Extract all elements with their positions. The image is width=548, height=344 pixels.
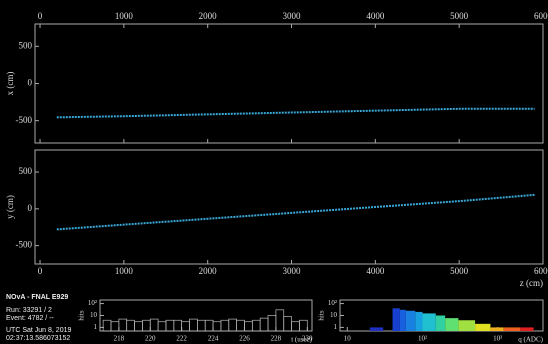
x-tick-label: 1000 bbox=[115, 266, 134, 276]
hist-bar bbox=[415, 312, 422, 331]
hist-bar bbox=[370, 327, 383, 331]
panel-frame bbox=[100, 300, 312, 331]
hist-bar bbox=[504, 327, 521, 331]
y-tick-label: 10 bbox=[90, 311, 98, 319]
x-axis-label: t (usec) bbox=[291, 336, 312, 344]
x-tick-label: 3000 bbox=[283, 11, 302, 21]
event-display: NOvA - FNAL E929 Run: 33291 / 2 Event: 4… bbox=[0, 0, 548, 344]
x-tick-label: 4000 bbox=[366, 11, 385, 21]
x-tick-label: 0 bbox=[38, 11, 43, 21]
x-tick-label: 2000 bbox=[199, 266, 218, 276]
x-tick-label: 226 bbox=[239, 335, 250, 343]
y-tick-label: 1 bbox=[94, 323, 98, 331]
x-axis-label: q (ADC) bbox=[518, 336, 543, 344]
x-tick-label: 5000 bbox=[450, 266, 469, 276]
hist-bar bbox=[406, 311, 415, 331]
info-event: Event: 4782 / -- bbox=[6, 315, 55, 322]
panel-frame bbox=[35, 150, 543, 264]
y-tick-label: 10² bbox=[88, 299, 97, 307]
page: NOvA - FNAL E929 Run: 33291 / 2 Event: 4… bbox=[0, 0, 548, 344]
y-axis-label: y (cm) bbox=[5, 195, 15, 219]
info-run: Run: 33291 / 2 bbox=[6, 307, 52, 314]
info-date: UTC Sat Jun 8, 2019 bbox=[6, 327, 71, 334]
x-tick-label: 5000 bbox=[450, 11, 469, 21]
y-tick-label: 500 bbox=[19, 40, 33, 50]
x-tick-label: 2000 bbox=[199, 11, 218, 21]
x-tick-label: 10² bbox=[418, 335, 427, 343]
x-tick-label: 224 bbox=[208, 335, 219, 343]
x-axis-label: z (cm) bbox=[520, 278, 543, 288]
y-tick-label: 10² bbox=[328, 299, 337, 307]
x-tick-label: 220 bbox=[145, 335, 156, 343]
x-tick-label: 3000 bbox=[283, 266, 302, 276]
y-tick-label: 0 bbox=[28, 78, 33, 88]
y-tick-label: -500 bbox=[16, 115, 33, 125]
panel-frame bbox=[35, 24, 543, 143]
x-tick-label: 222 bbox=[176, 335, 187, 343]
y-axis-label: x (cm) bbox=[5, 72, 15, 96]
y-tick-label: 0 bbox=[28, 203, 33, 213]
x-tick-label: 4000 bbox=[366, 266, 385, 276]
x-tick-label: 228 bbox=[271, 335, 282, 343]
x-tick-label: 6000 bbox=[534, 11, 548, 21]
hist-bar bbox=[400, 310, 406, 331]
x-tick-label: 10 bbox=[344, 335, 352, 343]
x-tick-label: 0 bbox=[38, 266, 43, 276]
y-tick-label: 10 bbox=[330, 311, 338, 319]
hist-bar bbox=[458, 320, 475, 331]
x-tick-label: 1000 bbox=[115, 11, 134, 21]
hist-bar bbox=[436, 316, 445, 332]
y-axis-label: hits bbox=[78, 310, 86, 320]
hist-bar bbox=[445, 318, 458, 331]
hist-bar bbox=[423, 313, 436, 331]
x-tick-label: 6000 bbox=[534, 266, 548, 276]
hist-bar bbox=[520, 327, 533, 331]
x-tick-label: 10³ bbox=[493, 335, 502, 343]
y-tick-label: 500 bbox=[19, 166, 33, 176]
hist-bar bbox=[393, 308, 400, 331]
info-title: NOvA - FNAL E929 bbox=[6, 294, 68, 301]
hist-bar bbox=[490, 327, 503, 331]
x-tick-label: 218 bbox=[114, 335, 125, 343]
hist-bar bbox=[475, 324, 490, 331]
y-tick-label: 1 bbox=[334, 323, 338, 331]
y-tick-label: -500 bbox=[16, 240, 33, 250]
y-axis-label: hits bbox=[318, 310, 326, 320]
info-time: 02:37:13.586073152 bbox=[6, 335, 70, 342]
